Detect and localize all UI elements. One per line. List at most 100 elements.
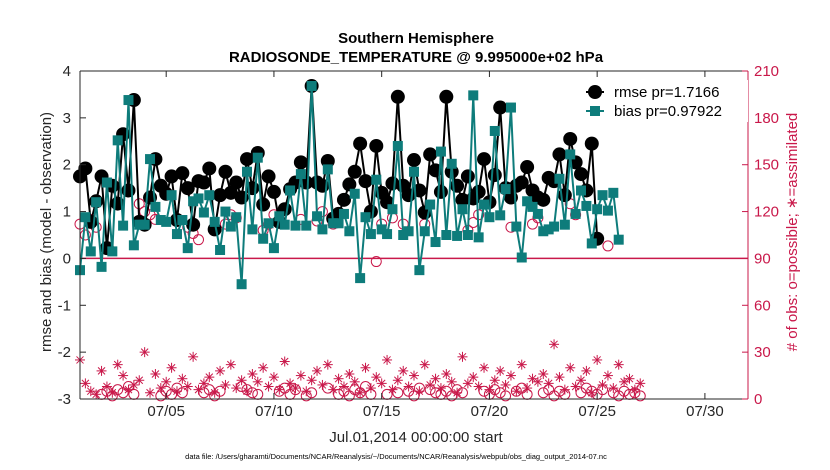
assimilated-obs-point — [425, 379, 436, 390]
assimilated-obs-point — [107, 387, 118, 398]
assimilated-obs-point — [532, 376, 543, 387]
y-right-tick-label: 180 — [754, 110, 779, 127]
assimilated-obs-point — [80, 378, 91, 389]
assimilated-obs-point — [317, 379, 328, 390]
assimilated-obs-point — [193, 384, 204, 395]
y-tick-label: 2 — [63, 157, 71, 174]
assimilated-obs-point — [220, 379, 231, 390]
bias-point — [511, 221, 522, 232]
rmse-point — [390, 89, 405, 104]
assimilated-obs-point — [145, 387, 156, 398]
bias-point — [419, 226, 430, 237]
bias-point — [85, 246, 96, 257]
assimilated-obs-point — [274, 384, 285, 395]
assimilated-obs-point — [112, 359, 123, 370]
assimilated-obs-point — [333, 373, 344, 384]
bias-point — [398, 230, 409, 240]
bias-point — [112, 135, 123, 146]
bias-point — [538, 226, 549, 237]
bias-point — [543, 224, 554, 235]
assimilated-obs-point — [430, 373, 441, 384]
bias-point — [204, 190, 215, 201]
bias-point — [468, 90, 479, 101]
rmse-point — [347, 164, 362, 179]
rmse-point — [164, 169, 179, 184]
plot-area — [80, 71, 748, 399]
assimilated-obs-point — [204, 372, 215, 383]
legend-rmse-marker — [588, 85, 602, 99]
rmse-point — [477, 152, 492, 167]
rmse-point — [336, 192, 351, 207]
x-tick-label: 07/30 — [686, 403, 724, 420]
rmse-point — [261, 169, 276, 184]
assimilated-obs-point — [247, 369, 258, 380]
bias-point — [495, 210, 506, 221]
bias-point — [123, 95, 134, 106]
assimilated-obs-point — [624, 373, 635, 384]
bias-point — [285, 185, 296, 196]
assimilated-obs-point — [376, 378, 387, 389]
rmse-point — [353, 136, 368, 151]
bias-point — [473, 232, 484, 243]
y-tick-label: -2 — [58, 344, 71, 361]
possible-obs-point — [193, 234, 205, 246]
rmse-point — [471, 184, 486, 199]
assimilated-obs-point — [479, 362, 490, 373]
y-right-tick-label: 30 — [754, 344, 771, 361]
assimilated-obs-point — [457, 351, 468, 362]
bias-point — [220, 206, 231, 217]
bias-point — [312, 211, 323, 222]
bias-point — [301, 220, 312, 231]
bias-point — [576, 185, 586, 196]
assimilated-obs-point — [500, 379, 511, 390]
assimilated-obs-point — [371, 372, 382, 383]
assimilated-obs-point — [392, 375, 403, 386]
assimilated-obs-point — [435, 383, 446, 394]
y-tick-label: 3 — [63, 110, 71, 127]
assimilated-obs-point — [301, 386, 312, 397]
bias-point — [225, 221, 236, 232]
rmse-point — [229, 175, 244, 190]
assimilated-obs-point — [468, 372, 479, 383]
possible-obs-point — [370, 256, 382, 268]
bias-point — [96, 261, 107, 272]
assimilated-obs-point — [489, 375, 500, 386]
bias-point — [592, 204, 603, 215]
bias-point — [382, 229, 393, 240]
bias-point — [166, 190, 177, 201]
assimilated-obs-point — [629, 384, 640, 395]
assimilated-obs-point — [398, 365, 409, 376]
legend-bias-marker — [590, 106, 600, 116]
legend-box — [583, 80, 748, 122]
assimilated-obs-point — [382, 354, 393, 365]
bias-point — [441, 230, 452, 240]
bias-point — [128, 240, 139, 251]
bias-point — [608, 187, 619, 198]
bias-point — [581, 200, 592, 211]
y-tick-label: -1 — [58, 297, 71, 314]
rmse-point — [256, 197, 271, 212]
bias-point — [161, 216, 172, 227]
obs-count-series — [74, 198, 646, 402]
rmse-point — [202, 161, 217, 176]
rmse-point — [407, 153, 421, 168]
rmse-point — [385, 176, 400, 191]
bias-point — [371, 174, 382, 185]
assimilated-obs-point — [549, 339, 560, 350]
assimilated-obs-point — [441, 369, 452, 380]
assimilated-obs-point — [576, 375, 586, 386]
assimilated-obs-point — [258, 362, 269, 373]
assimilated-obs-point — [586, 387, 597, 398]
assimilated-obs-point — [139, 347, 150, 358]
assimilated-obs-point — [349, 376, 360, 387]
bias-point — [516, 252, 527, 263]
assimilated-obs-point — [452, 387, 463, 398]
bias-point — [376, 224, 387, 235]
bias-point — [484, 212, 495, 223]
rmse-point — [487, 168, 502, 183]
y-tick-label: 0 — [63, 250, 71, 267]
y-right-tick-label: 210 — [754, 63, 779, 80]
assimilated-obs-point — [511, 386, 522, 397]
bias-point — [134, 219, 145, 230]
bias-point — [355, 273, 366, 284]
